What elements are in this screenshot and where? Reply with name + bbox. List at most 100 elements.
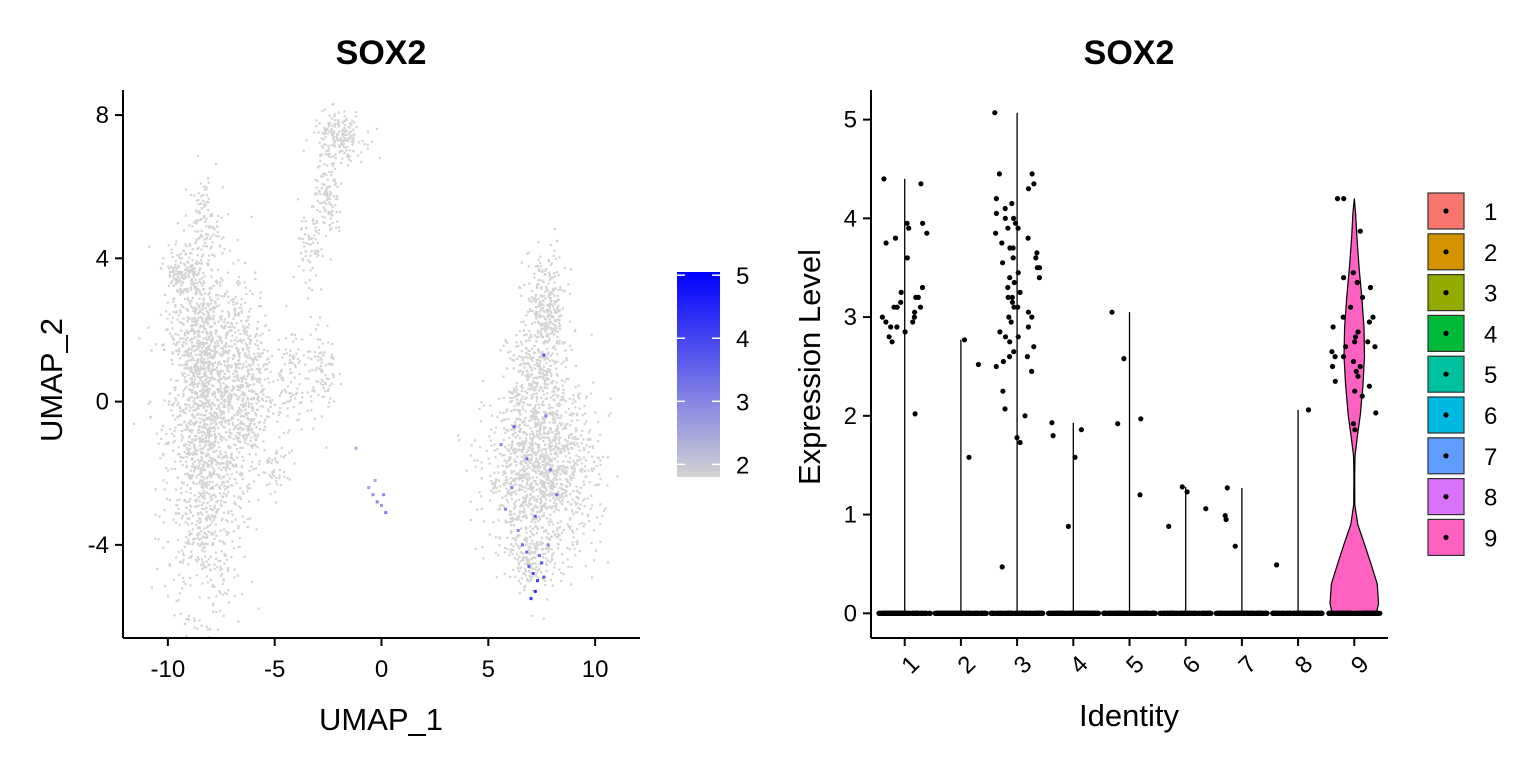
umap-point	[523, 421, 526, 424]
umap-point	[212, 384, 215, 387]
umap-point	[234, 425, 237, 428]
umap-point	[524, 490, 527, 493]
umap-point	[249, 334, 252, 337]
umap-point	[330, 170, 334, 173]
umap-point	[214, 551, 217, 554]
umap-point	[321, 370, 324, 373]
umap-point	[526, 478, 530, 481]
umap-point	[196, 323, 199, 326]
umap-point	[504, 546, 507, 549]
umap-point	[217, 426, 220, 430]
umap-point	[215, 407, 218, 410]
umap-point	[316, 166, 320, 169]
umap-point	[568, 518, 571, 521]
umap-point	[286, 477, 289, 480]
umap-point	[252, 376, 255, 379]
umap-point	[541, 485, 544, 488]
umap-point	[517, 409, 520, 412]
umap-point	[535, 457, 538, 460]
umap-point	[193, 619, 196, 622]
umap-point	[338, 146, 341, 149]
umap-point	[192, 373, 195, 376]
umap-point	[578, 469, 582, 472]
umap-point	[188, 388, 191, 391]
umap-point	[207, 514, 210, 517]
umap-point	[474, 465, 477, 468]
umap-point	[550, 441, 553, 444]
umap-point	[546, 517, 549, 520]
umap-point	[192, 329, 195, 332]
umap-point	[230, 395, 233, 399]
umap-point	[237, 279, 240, 283]
umap-point	[532, 377, 535, 380]
umap-point	[552, 416, 555, 419]
umap-point	[218, 352, 221, 356]
umap-point	[522, 441, 525, 444]
umap-point	[541, 526, 544, 529]
umap-point	[298, 373, 301, 376]
umap-point	[529, 530, 532, 533]
umap-point	[192, 470, 195, 473]
umap-point	[569, 457, 572, 460]
umap-point	[522, 445, 525, 449]
umap-point	[493, 486, 496, 489]
umap-point	[531, 396, 534, 399]
umap-point	[537, 403, 540, 406]
umap-point	[552, 492, 555, 495]
umap-point	[228, 345, 231, 348]
umap-point	[502, 344, 505, 347]
umap-point	[553, 300, 556, 303]
umap-point	[294, 366, 297, 369]
umap-point	[544, 269, 547, 272]
umap-point	[239, 498, 243, 501]
umap-point	[527, 373, 530, 376]
umap-point	[565, 469, 568, 472]
umap-point	[225, 342, 228, 345]
umap-point	[544, 448, 547, 451]
umap-point	[264, 314, 267, 317]
umap-point	[555, 403, 558, 406]
umap-point	[511, 359, 514, 362]
umap-point	[188, 409, 191, 412]
umap-point	[562, 391, 565, 395]
umap-point	[497, 397, 501, 400]
umap-point	[177, 280, 180, 283]
umap-point	[557, 288, 560, 291]
umap-point	[349, 123, 353, 126]
umap-point	[180, 257, 184, 260]
umap-point	[258, 460, 261, 463]
umap-point	[216, 369, 219, 373]
umap-point	[533, 363, 536, 366]
umap-point	[208, 447, 211, 450]
umap-point	[166, 497, 169, 500]
umap-point	[251, 390, 254, 394]
umap-point	[523, 334, 526, 337]
umap-point	[491, 414, 494, 417]
umap-point	[196, 543, 200, 546]
umap-point	[259, 371, 262, 374]
umap-point	[187, 299, 190, 302]
umap-point	[474, 548, 477, 551]
umap-point	[514, 505, 517, 508]
umap-point	[227, 531, 230, 534]
umap-point	[490, 489, 493, 493]
umap-point	[540, 526, 543, 529]
umap-point	[261, 351, 264, 354]
umap-point	[548, 485, 551, 488]
umap-point	[195, 483, 198, 486]
umap-point	[533, 406, 536, 409]
umap-point	[541, 504, 544, 507]
umap-point	[310, 409, 313, 412]
umap-point	[205, 484, 208, 487]
umap-point	[177, 453, 180, 456]
umap-point	[214, 341, 217, 345]
umap-point	[196, 247, 199, 250]
umap-point	[200, 255, 204, 258]
umap-point	[285, 337, 288, 340]
umap-point	[178, 287, 181, 290]
umap-point	[214, 420, 217, 423]
umap-point	[228, 395, 231, 398]
umap-point	[354, 111, 357, 114]
umap-point	[573, 412, 576, 416]
umap-point	[534, 423, 537, 426]
